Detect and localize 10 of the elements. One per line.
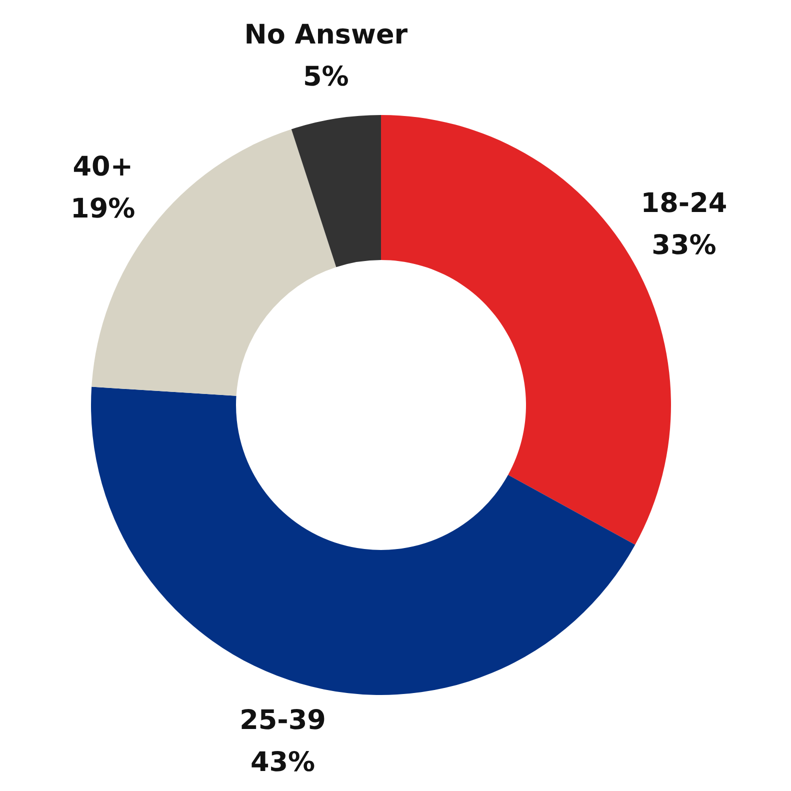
slice-label: No Answer xyxy=(244,19,408,50)
data-label: 33% xyxy=(652,230,716,261)
donut-slice xyxy=(92,386,636,695)
data-label: 43% xyxy=(250,747,316,778)
donut-slice xyxy=(291,115,381,268)
slice-label: 18-24 xyxy=(640,188,728,219)
data-label: 5% xyxy=(303,61,349,92)
data-label: 19% xyxy=(70,193,136,224)
slice-label: 25-39 xyxy=(240,705,326,736)
slice-label: 40+ xyxy=(72,151,133,182)
